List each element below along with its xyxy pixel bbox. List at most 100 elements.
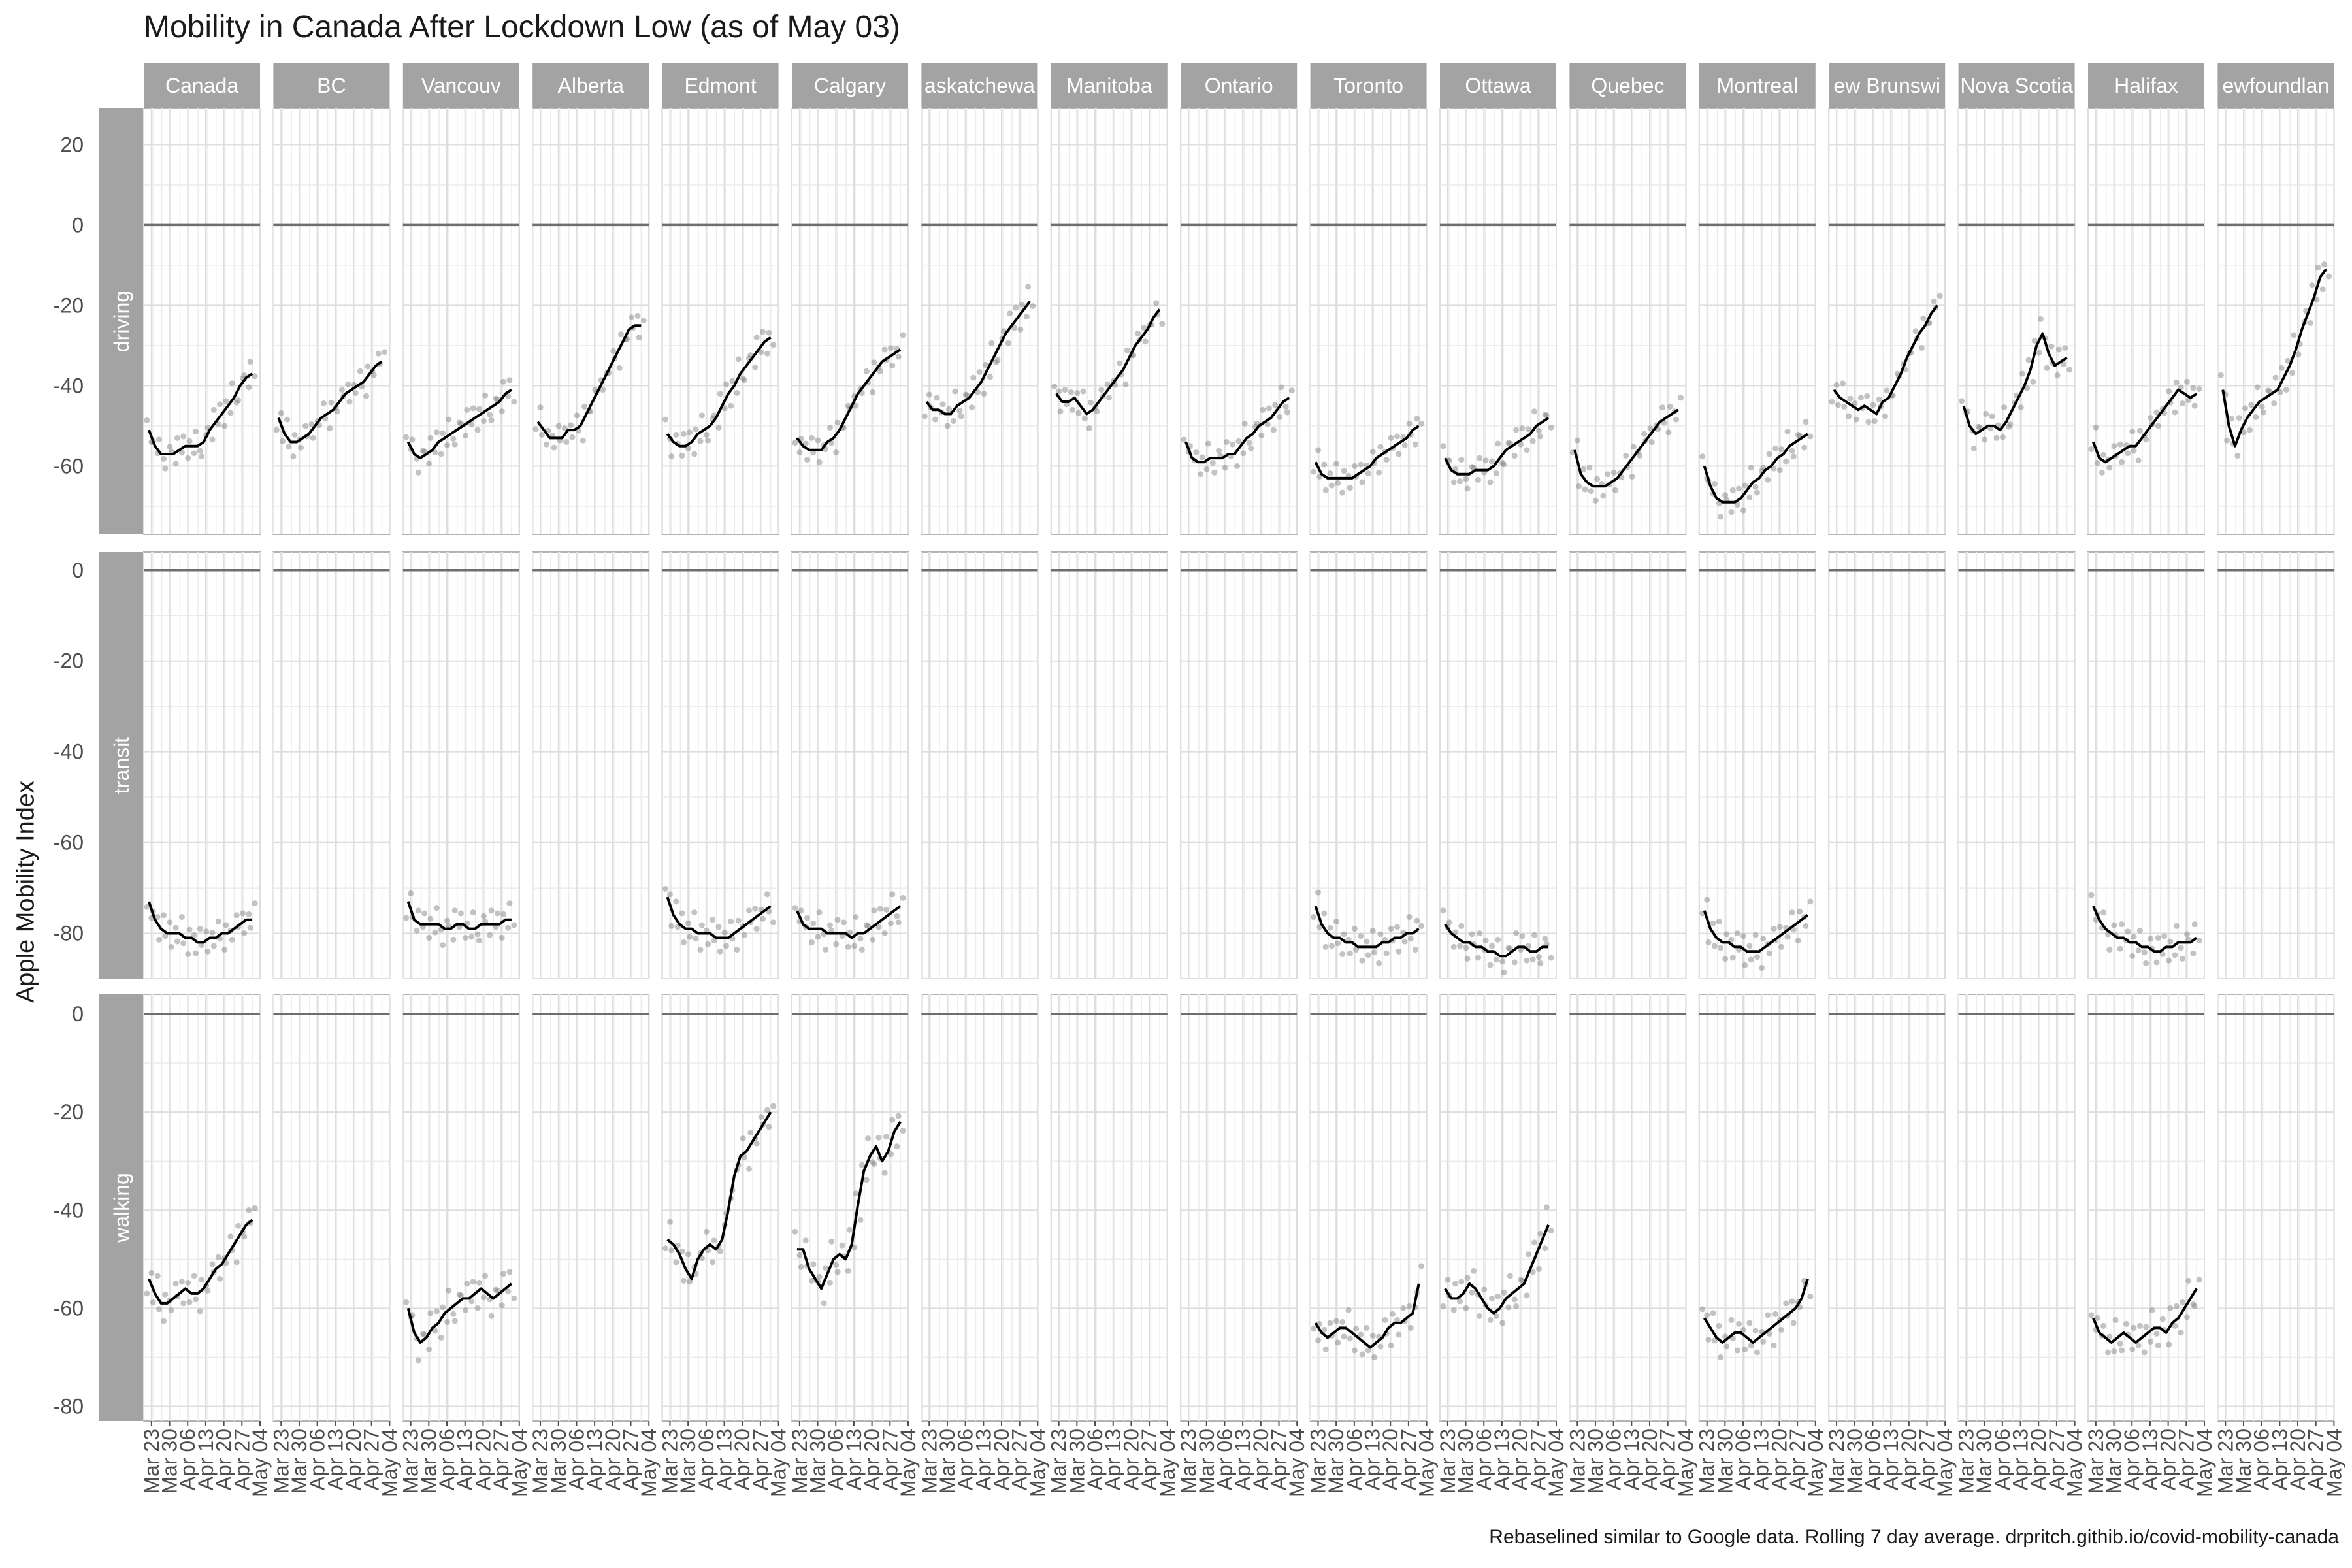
facet-strip-label: Nova Scotia — [1960, 74, 2073, 97]
data-point — [834, 917, 841, 923]
data-point — [1351, 463, 1358, 469]
data-point — [474, 931, 481, 938]
x-tick-label: Apr 27 — [1656, 1429, 1680, 1490]
data-point — [1839, 380, 1846, 387]
data-point — [298, 444, 304, 451]
data-point — [1365, 470, 1371, 477]
data-point — [845, 1267, 851, 1274]
data-point — [1394, 1316, 1401, 1323]
data-point — [1723, 1343, 1730, 1350]
data-point — [574, 412, 580, 419]
data-point — [2289, 370, 2296, 376]
panel-driving-11 — [1569, 108, 1687, 535]
panel-frame — [272, 994, 391, 1422]
data-point — [1853, 416, 1859, 423]
data-point — [729, 378, 736, 384]
x-tick-label: Apr 20 — [601, 1429, 625, 1490]
series-line-driving-Calgary — [796, 348, 902, 451]
data-point — [1600, 493, 1607, 499]
data-point — [1499, 958, 1506, 965]
data-point — [462, 433, 468, 439]
data-point — [753, 335, 760, 341]
x-tick-label: May 04 — [896, 1429, 920, 1497]
data-point — [889, 1117, 896, 1123]
data-point — [766, 329, 772, 336]
data-point — [1477, 930, 1483, 937]
data-point — [204, 948, 211, 955]
panel-frame — [532, 108, 650, 535]
data-point — [1068, 389, 1074, 395]
x-tick-label: Apr 20 — [212, 1429, 236, 1490]
series-line-transit-Calgary — [796, 905, 902, 939]
data-point — [167, 444, 173, 450]
data-point — [1829, 399, 1835, 405]
data-point — [440, 430, 446, 436]
data-point — [705, 941, 711, 947]
facet-strip — [144, 63, 260, 108]
data-point — [900, 332, 906, 338]
data-point — [154, 914, 161, 921]
x-tick-label: Apr 27 — [489, 1429, 513, 1490]
data-point — [1630, 444, 1637, 450]
data-point — [1736, 485, 1742, 492]
data-point — [252, 900, 258, 907]
data-point — [851, 943, 858, 949]
data-point — [1011, 325, 1018, 331]
data-point — [668, 1247, 675, 1254]
series-line-walking-Ottawa — [1444, 1224, 1550, 1315]
panel-driving-9 — [1309, 108, 1428, 535]
y-tick-label: -20 — [54, 649, 84, 673]
data-point — [770, 342, 777, 348]
data-point — [2088, 892, 2095, 898]
data-point — [1341, 931, 1347, 938]
data-point — [1610, 469, 1617, 476]
x-tick-label: Mar 30 — [1713, 1429, 1737, 1494]
data-point — [555, 423, 562, 429]
data-point — [715, 924, 722, 930]
x-tick-label: Mar 23 — [1306, 1429, 1330, 1494]
data-point — [2007, 421, 2014, 427]
data-point — [505, 1288, 512, 1295]
x-tick-label: Apr 27 — [1008, 1429, 1032, 1490]
x-tick-label: Apr 27 — [878, 1429, 902, 1490]
data-point — [456, 419, 463, 426]
data-point — [419, 1330, 426, 1337]
panel-frame — [1309, 551, 1428, 979]
data-point — [221, 423, 228, 429]
x-tick-label: Mar 30 — [1972, 1429, 1996, 1494]
x-tick-label: Apr 06 — [176, 1429, 199, 1490]
series-line-driving-Halifax — [2092, 388, 2198, 464]
data-point — [246, 384, 252, 391]
data-point — [210, 406, 217, 413]
data-point — [673, 1259, 679, 1266]
data-point — [1511, 959, 1518, 966]
data-point — [1098, 387, 1105, 393]
data-point — [1383, 950, 1390, 956]
data-point — [881, 930, 888, 937]
x-tick-label: Mar 30 — [287, 1429, 311, 1494]
data-point — [1414, 917, 1420, 924]
data-point — [493, 395, 499, 402]
data-point — [1477, 455, 1483, 461]
data-point — [1760, 936, 1767, 942]
data-point — [2319, 286, 2326, 293]
data-point — [629, 314, 635, 321]
data-point — [610, 348, 617, 355]
chart-caption: Rebaselined similar to Google data. Roll… — [1489, 1526, 2339, 1548]
data-point — [223, 922, 229, 928]
data-point — [2277, 389, 2283, 395]
data-point — [1371, 949, 1378, 956]
panel-transit-9 — [1309, 551, 1428, 979]
data-point — [1586, 465, 1593, 471]
data-point — [505, 393, 512, 399]
data-point — [723, 943, 730, 949]
data-point — [457, 1292, 464, 1299]
data-point — [464, 406, 470, 413]
data-point — [1531, 1239, 1538, 1246]
data-point — [2167, 938, 2174, 945]
data-point — [2117, 441, 2123, 448]
data-point — [2131, 934, 2137, 940]
data-point — [1358, 461, 1364, 468]
panel-driving-7 — [1050, 108, 1168, 535]
x-tick-label: Apr 27 — [1526, 1429, 1550, 1490]
